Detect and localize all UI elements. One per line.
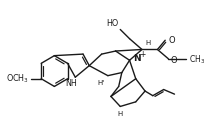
Text: H: H: [118, 111, 123, 117]
Text: NH: NH: [66, 79, 77, 88]
Text: +: +: [140, 50, 146, 59]
Text: H': H': [98, 80, 105, 86]
Text: O: O: [171, 56, 177, 65]
Text: CH$_3$: CH$_3$: [189, 53, 205, 66]
Text: H: H: [145, 40, 150, 46]
Text: HO: HO: [106, 19, 119, 28]
Text: OCH$_3$: OCH$_3$: [7, 73, 30, 85]
Text: O: O: [168, 36, 175, 45]
Text: N: N: [133, 54, 141, 63]
